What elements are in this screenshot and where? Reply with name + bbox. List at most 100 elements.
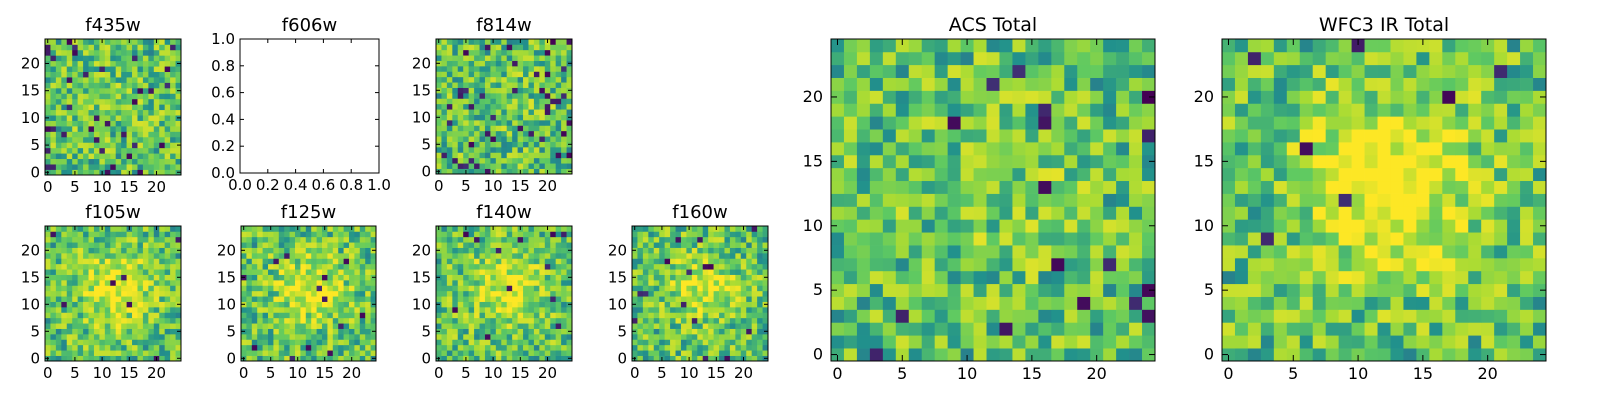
heatmap-cell <box>142 350 149 356</box>
heatmap-cell <box>512 296 518 302</box>
heatmap-cell <box>164 258 171 265</box>
heatmap-cell <box>257 226 263 232</box>
heatmap-cell <box>446 231 453 238</box>
heatmap-cell <box>751 274 758 281</box>
heatmap-cell <box>441 141 448 148</box>
heatmap-cell <box>856 232 871 246</box>
heatmap-cell <box>99 55 106 62</box>
heatmap-cell <box>1312 206 1327 220</box>
heatmap-cell <box>77 115 84 121</box>
heatmap-cell <box>251 339 258 346</box>
heatmap-cell <box>137 49 144 56</box>
heatmap-cell <box>446 60 453 67</box>
heatmap-cell <box>137 169 144 176</box>
heatmap-cell <box>740 280 747 286</box>
heatmap-cell <box>724 242 731 248</box>
heatmap-cell <box>50 274 57 281</box>
heatmap-cell <box>561 334 567 340</box>
heatmap-cell <box>137 242 144 248</box>
heatmap-cell <box>947 103 961 117</box>
heatmap-cell <box>1129 154 1143 169</box>
heatmap-cell <box>702 269 709 275</box>
heatmap-cell <box>121 158 127 165</box>
heatmap-cell <box>1364 206 1378 220</box>
heatmap-cell <box>452 163 459 169</box>
heatmap-cell <box>882 103 897 117</box>
heatmap-cell <box>1468 309 1482 323</box>
heatmap-cell <box>506 136 513 142</box>
heatmap-cell <box>528 301 535 308</box>
heatmap-cell <box>908 51 923 66</box>
heatmap-cell <box>268 269 274 275</box>
heatmap-cell <box>856 116 871 130</box>
heatmap-cell <box>831 116 845 130</box>
heatmap-cell <box>539 49 546 56</box>
heatmap-cell <box>99 93 106 100</box>
heatmap-cell <box>110 274 117 281</box>
heatmap-cell <box>746 231 753 238</box>
heatmap-cell <box>506 49 513 56</box>
heatmap-cell <box>246 247 253 254</box>
y-tick-label: 5 <box>226 322 236 340</box>
heatmap-cell <box>115 82 122 89</box>
heatmap-cell <box>359 236 366 243</box>
heatmap-cell <box>724 226 731 232</box>
heatmap-cell <box>550 317 557 324</box>
heatmap-cell <box>670 334 676 340</box>
heatmap-cell <box>566 350 573 356</box>
heatmap-cell <box>115 131 122 138</box>
heatmap-cell <box>148 290 155 297</box>
heatmap-cell <box>370 226 377 232</box>
heatmap-cell <box>93 301 100 308</box>
heatmap-cell <box>512 242 518 248</box>
heatmap-cell <box>523 290 529 297</box>
heatmap-cell <box>1064 335 1078 349</box>
heatmap-cell <box>446 130 453 137</box>
y-tick-label: 15 <box>803 151 823 170</box>
heatmap-cell <box>523 334 529 340</box>
heatmap-cell <box>170 263 176 270</box>
heatmap-cell <box>648 334 655 340</box>
heatmap-cell <box>1260 270 1275 285</box>
heatmap-cell <box>132 164 138 170</box>
heatmap-cell <box>365 301 371 308</box>
heatmap-cell <box>921 116 936 130</box>
heatmap-cell <box>1481 270 1495 285</box>
heatmap-cell <box>533 114 540 121</box>
heatmap-cell <box>637 339 644 346</box>
heatmap-cell <box>332 242 339 248</box>
heatmap-cell <box>1064 257 1078 272</box>
heatmap-cell <box>153 285 160 292</box>
heatmap-cell <box>895 283 910 297</box>
heatmap-cell <box>66 355 73 362</box>
heatmap-cell <box>77 301 84 308</box>
heatmap-cell <box>746 312 753 319</box>
heatmap-cell <box>300 355 307 362</box>
heatmap-cell <box>1429 283 1443 297</box>
heatmap-cell <box>1077 232 1091 246</box>
heatmap-cell <box>126 136 133 143</box>
heatmap-cell <box>110 258 117 265</box>
heatmap-cell <box>170 71 176 78</box>
heatmap-cell <box>77 317 84 324</box>
heatmap-cell <box>132 312 138 319</box>
heatmap-cell <box>664 226 671 232</box>
heatmap-cell <box>273 269 280 275</box>
heatmap-cell <box>642 350 649 356</box>
heatmap-cell <box>468 296 475 302</box>
y-tick-label: 10 <box>803 216 823 235</box>
y-tick-label: 20 <box>217 241 236 259</box>
heatmap-cell <box>121 280 127 286</box>
heatmap-cell <box>1051 296 1065 310</box>
heatmap-cell <box>463 307 469 313</box>
heatmap-cell <box>126 312 133 319</box>
heatmap-cell <box>751 285 758 292</box>
heatmap-cell <box>322 307 328 313</box>
heatmap-cell <box>88 115 95 121</box>
heatmap-cell <box>762 344 769 351</box>
heatmap-cell <box>457 269 464 275</box>
heatmap-cell <box>83 263 89 270</box>
heatmap-cell <box>555 163 562 169</box>
heatmap-cell <box>843 309 858 323</box>
